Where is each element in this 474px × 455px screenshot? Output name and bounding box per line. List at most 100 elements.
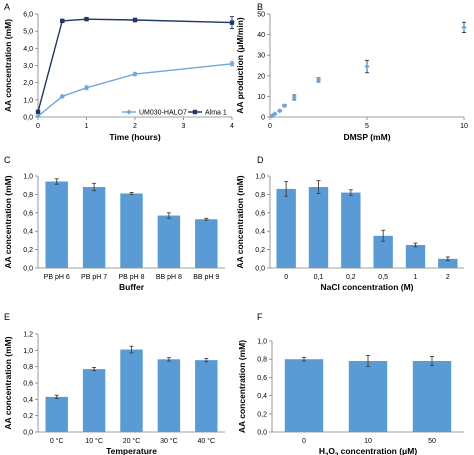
bar bbox=[195, 360, 218, 432]
panel-label-a: A bbox=[4, 2, 10, 12]
x-axis-title-panel-a: Time (hours) bbox=[109, 132, 160, 142]
x-axis-title-part: 2 bbox=[335, 453, 339, 455]
category-label: 10 bbox=[364, 438, 372, 445]
y-tick-label: 1,0 bbox=[23, 348, 33, 355]
category-label: PB pH 7 bbox=[81, 274, 107, 281]
data-point bbox=[132, 17, 138, 23]
y-tick-label: 0,4 bbox=[23, 397, 33, 404]
y-tick-label: 0,4 bbox=[23, 229, 33, 236]
y-tick-label: 0,6 bbox=[255, 210, 265, 217]
y-tick-label: 0,8 bbox=[23, 192, 33, 199]
data-point bbox=[59, 93, 65, 99]
bar bbox=[45, 396, 68, 432]
bar bbox=[120, 193, 143, 268]
category-label: 0,1 bbox=[314, 274, 324, 281]
bar bbox=[373, 235, 393, 268]
y-tick-label: 0,6 bbox=[257, 375, 267, 382]
y-axis-title-panel-e: AA concentration (mM) bbox=[3, 336, 13, 429]
series-line-1 bbox=[37, 18, 233, 113]
x-tick-label: 2 bbox=[133, 123, 137, 130]
data-point bbox=[60, 18, 65, 24]
data-point bbox=[277, 108, 283, 114]
y-tick-label: 0,0 bbox=[23, 430, 33, 437]
panel-label-e: E bbox=[4, 312, 10, 322]
category-label: BB pH 9 bbox=[193, 274, 219, 281]
category-label: 10 °C bbox=[85, 437, 103, 445]
y-tick-label: 0 bbox=[261, 115, 265, 122]
bar bbox=[82, 369, 106, 432]
y-tick-label: 5,0 bbox=[23, 29, 33, 36]
y-tick-label: 6,0 bbox=[23, 12, 33, 19]
category-label: 40 °C bbox=[198, 437, 216, 445]
data-point bbox=[132, 71, 138, 77]
category-label: 0,5 bbox=[378, 274, 388, 281]
y-tick-label: 50 bbox=[257, 12, 265, 19]
y-tick-label: 0,8 bbox=[257, 357, 267, 364]
bar bbox=[195, 219, 218, 268]
bar bbox=[157, 215, 181, 268]
category-label: 20 °C bbox=[123, 437, 141, 445]
bar bbox=[341, 192, 361, 268]
x-axis-title-part: O bbox=[328, 446, 335, 455]
category-label: 0 bbox=[302, 438, 306, 445]
y-axis-title-panel-c: AA concentration (mM) bbox=[3, 175, 13, 268]
y-tick-label: 0,4 bbox=[255, 229, 265, 236]
bar bbox=[276, 188, 296, 268]
y-tick-label: 20 bbox=[257, 73, 265, 80]
y-tick-label: 0,0 bbox=[23, 115, 33, 122]
bar bbox=[412, 361, 452, 432]
category-label: 2 bbox=[446, 274, 450, 281]
data-point bbox=[364, 63, 370, 70]
y-tick-label: 10 bbox=[257, 94, 265, 101]
y-tick-label: 0,2 bbox=[23, 413, 33, 420]
legend-label: UM030-HALO7 bbox=[139, 110, 187, 117]
x-axis-title-part: concentration (μM) bbox=[338, 446, 417, 455]
y-tick-label: 0,6 bbox=[23, 381, 33, 388]
y-axis-title-panel-b: AA production (μM/min) bbox=[235, 17, 245, 114]
category-label: 0,2 bbox=[346, 274, 356, 281]
y-axis-title-panel-a: AA concentration (mM) bbox=[3, 19, 13, 112]
y-tick-label: 3,0 bbox=[23, 63, 33, 70]
bar bbox=[438, 258, 458, 268]
x-tick-label: 1 bbox=[85, 123, 89, 130]
bar bbox=[405, 245, 426, 268]
y-tick-label: 30 bbox=[257, 53, 265, 60]
bar bbox=[308, 187, 329, 268]
y-tick-label: 1,0 bbox=[23, 174, 33, 181]
y-tick-label: 0,2 bbox=[255, 247, 265, 254]
y-tick-label: 1,0 bbox=[255, 174, 265, 181]
y-axis-title-panel-f: AA concentration (mM) bbox=[237, 340, 247, 433]
data-point bbox=[315, 77, 322, 83]
legend-swatch-marker bbox=[126, 109, 132, 115]
category-label: PB pH 8 bbox=[118, 274, 144, 281]
y-tick-label: 0,0 bbox=[23, 266, 33, 273]
bar bbox=[45, 181, 68, 268]
y-tick-label: 0,8 bbox=[23, 364, 33, 371]
panel-label-f: F bbox=[257, 312, 263, 322]
category-label: 30 °C bbox=[160, 437, 178, 445]
x-axis-title-panel-f: H2O2 concentration (μM) bbox=[319, 446, 417, 455]
x-axis-title-panel-e: Temperature bbox=[106, 446, 157, 455]
y-tick-label: 0,6 bbox=[23, 210, 33, 217]
panel-label-c: C bbox=[4, 155, 11, 165]
category-label: BB pH 8 bbox=[156, 274, 182, 281]
data-point bbox=[83, 85, 90, 91]
bar bbox=[284, 359, 324, 432]
bar bbox=[348, 361, 388, 432]
x-axis-title-panel-c: Buffer bbox=[119, 282, 145, 292]
y-tick-label: 0,2 bbox=[23, 247, 33, 254]
x-tick-label: 0 bbox=[36, 123, 40, 130]
y-axis-title-panel-d: AA concentration (mM) bbox=[235, 175, 245, 268]
x-axis-title-part: 2 bbox=[325, 453, 329, 455]
category-label: 0 °C bbox=[50, 437, 64, 445]
x-axis-title-panel-d: NaCl concentration (M) bbox=[320, 282, 413, 292]
y-tick-label: 0,4 bbox=[257, 393, 267, 400]
bar bbox=[157, 359, 181, 432]
category-label: 0 bbox=[284, 274, 288, 281]
category-label: 50 bbox=[428, 438, 436, 445]
data-point bbox=[229, 61, 235, 67]
x-tick-label: 4 bbox=[230, 123, 234, 130]
category-label: PB pH 6 bbox=[44, 274, 70, 281]
data-point bbox=[291, 94, 297, 101]
x-tick-label: 0 bbox=[268, 123, 272, 130]
